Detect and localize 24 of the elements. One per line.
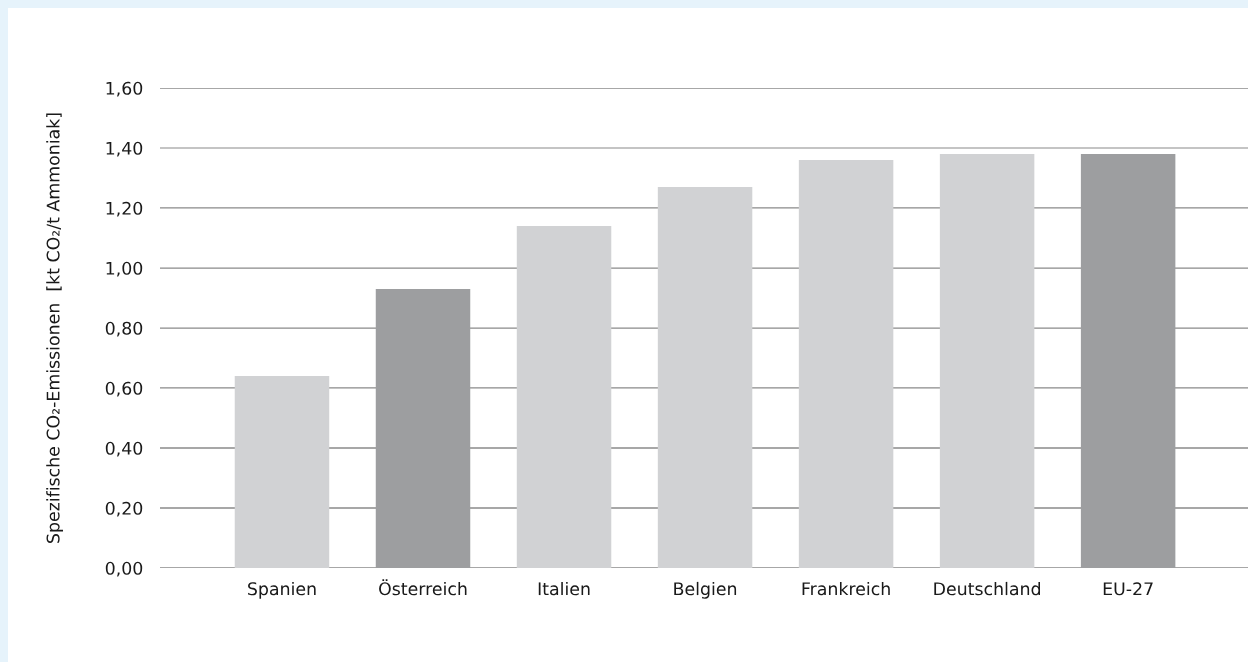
x-tick-label: Frankreich <box>802 581 890 596</box>
y-tick-label: 1,20 <box>106 201 143 217</box>
x-tick-label: Belgien <box>674 581 737 599</box>
y-tick-label: 1,00 <box>106 261 143 277</box>
y-tick-label: 0,40 <box>105 441 143 457</box>
bar <box>657 187 753 568</box>
y-tick-label: 1,60 <box>106 81 143 97</box>
bar <box>1080 154 1176 568</box>
y-tick-label: 0,20 <box>105 501 143 517</box>
y-axis-title: Spezifische CO₂-Emissionen [kt CO₂/t Ammoniak] <box>46 113 64 543</box>
bar <box>234 376 330 568</box>
x-tick-label: Spanien <box>248 581 316 599</box>
y-tick-label: 1,40 <box>106 141 143 157</box>
y-tick-label: 0,80 <box>105 321 143 337</box>
x-tick-label: Österreich <box>379 579 467 596</box>
x-tick-label: EU-27 <box>1103 582 1153 596</box>
x-tick-label: Italien <box>538 581 590 596</box>
bar <box>516 226 612 568</box>
x-tick-label: Deutschland <box>934 581 1040 596</box>
y-tick-label: 0,60 <box>105 381 143 397</box>
bar <box>375 289 471 568</box>
bar <box>798 160 894 568</box>
bar <box>939 154 1035 568</box>
y-tick-label: 0,00 <box>105 561 143 577</box>
